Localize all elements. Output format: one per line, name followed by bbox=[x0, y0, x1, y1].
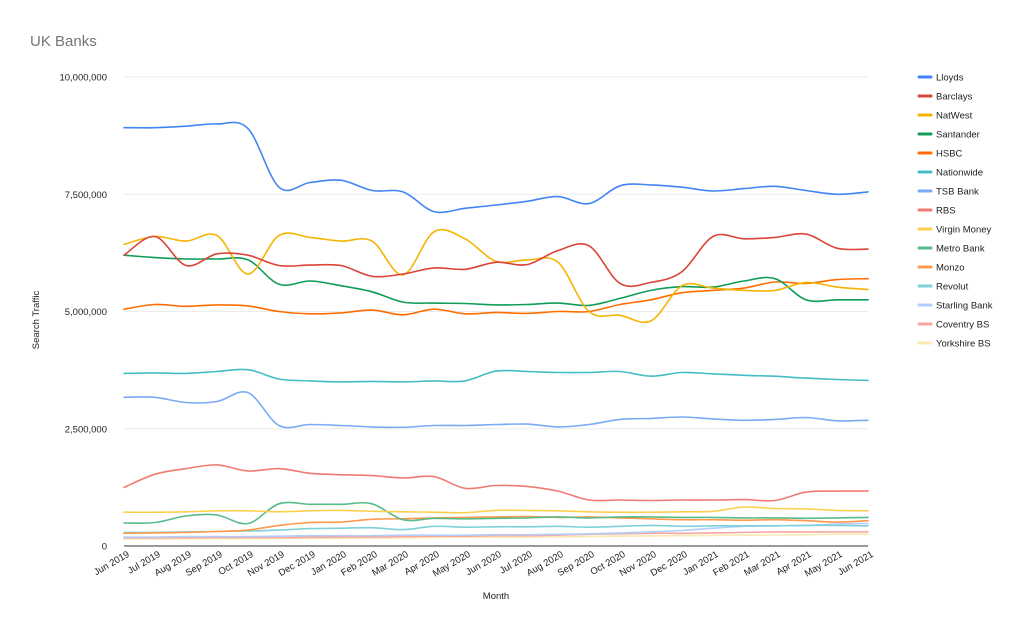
legend-label-yorkshire-bs: Yorkshire BS bbox=[936, 339, 991, 350]
legend-label-revolut: Revolut bbox=[936, 282, 969, 293]
y-tick-label: 7,500,000 bbox=[65, 190, 107, 201]
legend: Lloyds Barclays NatWest Santander HSBC Nation… bbox=[917, 73, 993, 350]
series-line-nationwide bbox=[123, 368, 869, 383]
chart-title: UK Banks bbox=[30, 33, 97, 50]
series-line-natwest bbox=[123, 228, 869, 324]
legend-label-barclays: Barclays bbox=[936, 92, 973, 103]
gridlines bbox=[124, 76, 868, 547]
legend-label-starling-bank: Starling Bank bbox=[936, 301, 993, 312]
series-lines bbox=[123, 121, 869, 540]
series-line-virgin-money bbox=[123, 506, 869, 514]
series-line-tsb-bank bbox=[123, 390, 869, 429]
y-axis-ticks: 0 2,500,000 5,000,000 7,500,000 10,000,000 bbox=[59, 73, 107, 553]
series-line-yorkshire-bs bbox=[123, 533, 869, 540]
x-tick-label: Jun 2020 bbox=[464, 549, 503, 578]
series-line-lloyds bbox=[123, 121, 869, 214]
legend-label-nationwide: Nationwide bbox=[936, 168, 983, 179]
legend-label-coventry-bs: Coventry BS bbox=[936, 320, 989, 331]
series-line-revolut bbox=[123, 524, 869, 534]
x-axis-label: Month bbox=[483, 591, 509, 602]
y-tick-label: 5,000,000 bbox=[65, 307, 107, 318]
series-line-rbs bbox=[123, 464, 869, 502]
y-axis-label: Search Traffic bbox=[31, 291, 42, 350]
legend-label-hsbc: HSBC bbox=[936, 149, 963, 160]
series-line-monzo bbox=[123, 515, 869, 535]
legend-label-monzo: Monzo bbox=[936, 263, 965, 274]
legend-label-lloyds: Lloyds bbox=[936, 73, 964, 84]
legend-label-natwest: NatWest bbox=[936, 111, 973, 122]
legend-label-santander: Santander bbox=[936, 130, 980, 141]
series-line-coventry-bs bbox=[123, 531, 869, 539]
legend-label-rbs: RBS bbox=[936, 206, 956, 217]
series-line-hsbc bbox=[123, 277, 869, 316]
x-tick-label: Jun 2019 bbox=[92, 549, 131, 578]
legend-label-tsb-bank: TSB Bank bbox=[936, 187, 979, 198]
legend-label-metro-bank: Metro Bank bbox=[936, 244, 985, 255]
series-line-barclays bbox=[123, 232, 869, 288]
y-tick-label: 0 bbox=[102, 542, 107, 553]
x-tick-label: Jun 2021 bbox=[836, 549, 875, 578]
y-tick-label: 10,000,000 bbox=[59, 73, 107, 84]
series-line-santander bbox=[123, 254, 869, 307]
series-line-metro-bank bbox=[123, 501, 869, 525]
legend-label-virgin-money: Virgin Money bbox=[936, 225, 992, 236]
y-tick-label: 2,500,000 bbox=[65, 424, 107, 435]
